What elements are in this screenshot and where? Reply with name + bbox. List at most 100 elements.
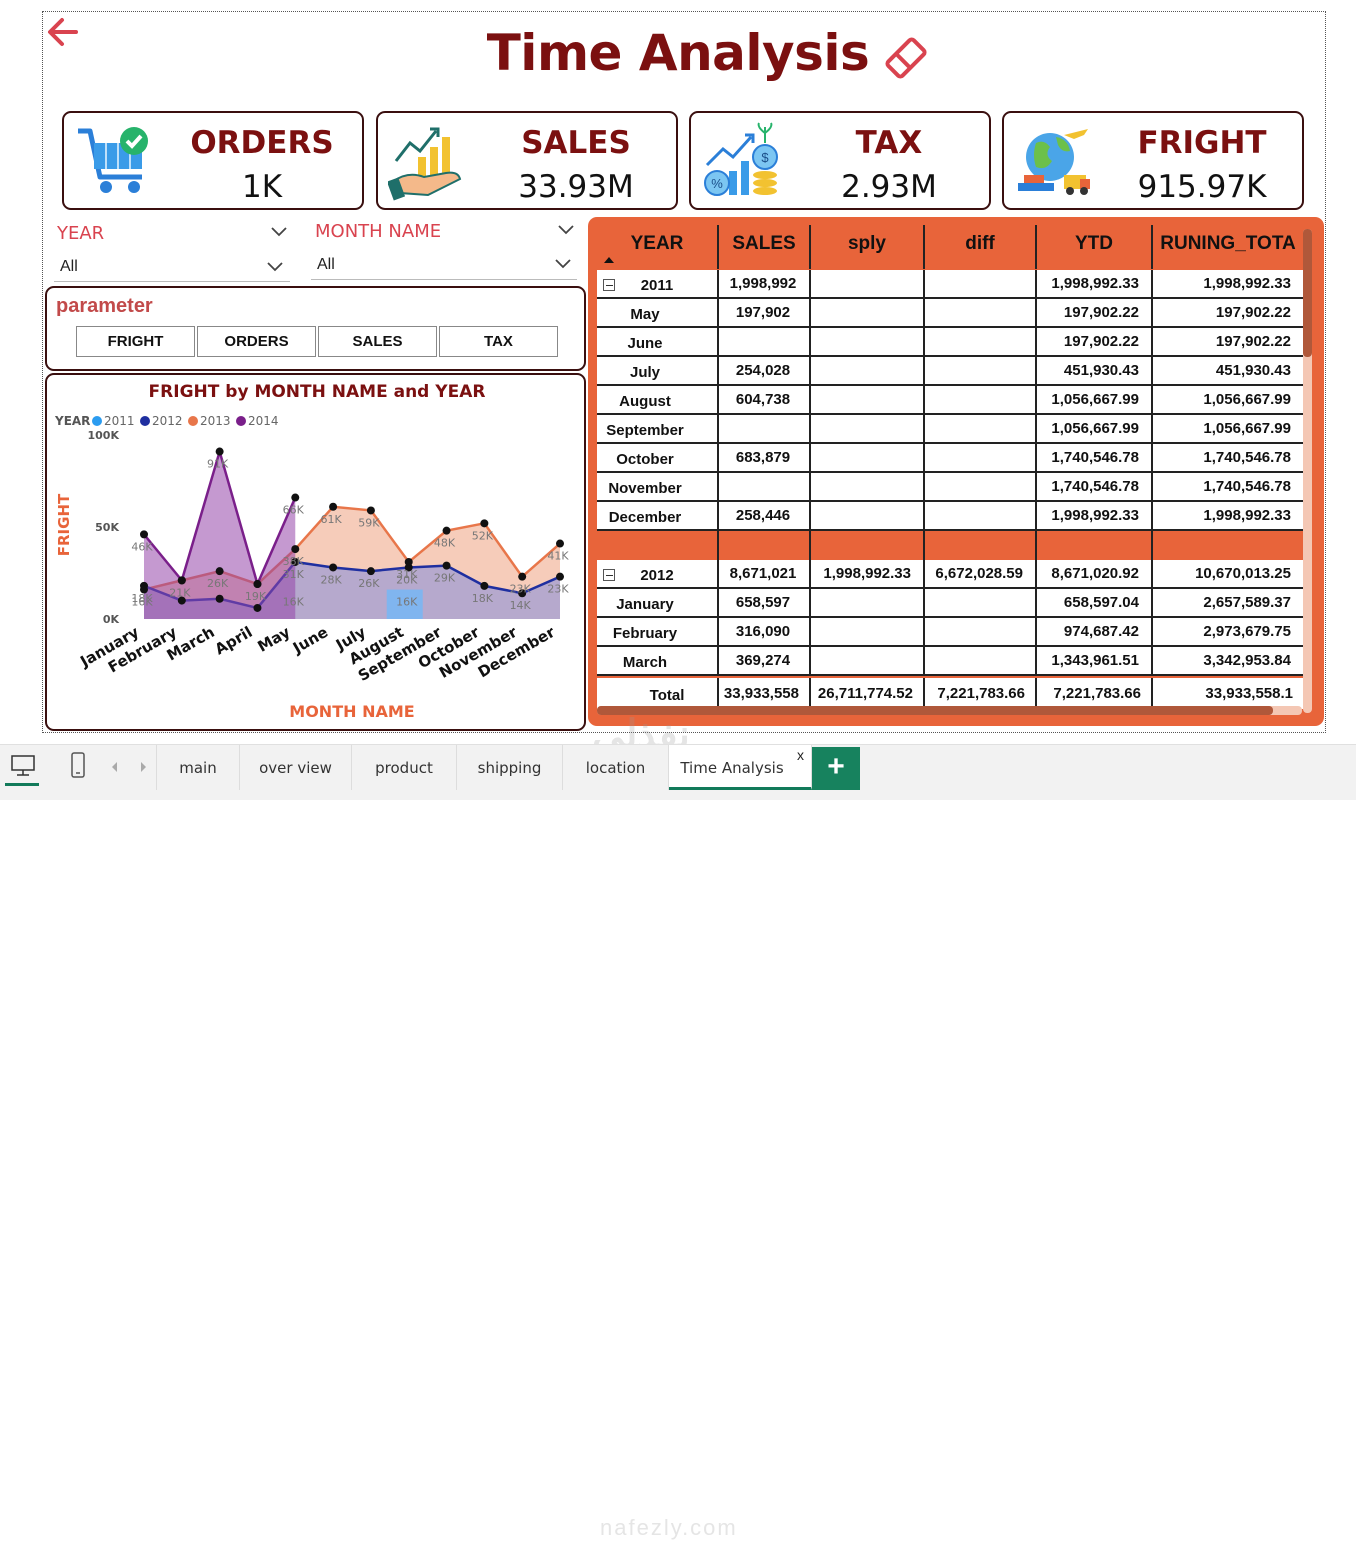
x-tick-label: June [289,623,331,658]
row-label[interactable]: 2012 [640,567,674,584]
parameter-button-sales[interactable]: SALES [318,326,437,357]
total-cell: 7,221,783.66 [1053,685,1141,702]
matrix-grid: YEAR SALES sply diff YTD RUNING_TOTA 2011 1,998… [597,225,1305,709]
row-label: August [619,393,671,410]
row-label: September [606,422,684,439]
data-point [518,572,527,581]
horizontal-scroll-thumb[interactable] [597,706,1273,715]
add-page-button[interactable]: + [812,747,860,790]
legend-swatch [92,416,102,426]
row-divider [597,355,1305,357]
close-tab-icon[interactable]: x [797,747,804,763]
row-divider [597,413,1305,415]
report-canvas [42,11,1326,733]
tab-location[interactable]: location [563,745,669,790]
chevron-down-icon[interactable] [270,226,288,238]
table-row [597,415,1305,442]
vertical-scroll-thumb[interactable] [1303,229,1312,357]
column-divider [809,647,811,676]
column-divider [1151,225,1153,269]
row-divider [597,326,1305,328]
parameter-button-orders[interactable]: ORDERS [197,326,316,357]
horizontal-scrollbar[interactable] [597,706,1302,715]
column-divider [1035,415,1037,444]
tab-shipping[interactable]: shipping [457,745,563,790]
total-label: Total [649,687,685,704]
x-tick-label: May [255,623,294,656]
column-divider [809,531,811,560]
column-header[interactable]: SALES [732,233,796,254]
data-label: 31K [283,568,305,581]
column-divider [809,444,811,473]
table-cell: 1,740,546.78 [1203,478,1291,495]
table-cell: 197,902 [735,304,791,321]
data-point [480,519,489,528]
year-slicer-label: YEAR [57,223,105,244]
data-point [518,589,527,598]
column-divider [1151,618,1153,647]
column-header[interactable]: diff [965,233,995,254]
data-label: 14K [510,599,532,612]
coins-growth-icon: % $ [704,122,778,196]
column-divider [809,386,811,415]
table-cell: 10,670,013.25 [1195,565,1291,582]
table-cell: 1,998,992.33 [1203,275,1291,292]
row-divider [597,529,1305,531]
column-divider [1151,386,1153,415]
column-header[interactable]: YTD [1075,233,1113,254]
y-tick-label: 100K [88,429,120,442]
column-divider [1035,299,1037,328]
tab-over-view[interactable]: over view [240,745,352,790]
data-label: 19K [245,590,267,603]
column-divider [1035,328,1037,357]
column-header[interactable]: YEAR [630,233,684,254]
column-divider [809,328,811,357]
tab-product[interactable]: product [352,745,457,790]
column-divider [1035,386,1037,415]
month-slicer-dropdown[interactable]: All [311,250,577,280]
scroll-left-icon[interactable] [110,761,120,773]
tab-time-analysis[interactable]: Time Analysis [669,745,812,790]
data-point [366,506,375,515]
data-label: 48K [434,537,456,550]
column-divider [717,502,719,531]
column-header[interactable]: RUNING_TOTA [1160,233,1296,254]
row-label[interactable]: 2011 [640,277,674,294]
column-divider [809,415,811,444]
scroll-right-icon[interactable] [138,761,148,773]
y-tick-label: 0K [103,613,120,626]
table-cell: 2,657,589.37 [1203,594,1291,611]
column-divider [1035,270,1037,299]
chevron-down-icon[interactable] [554,258,572,270]
vertical-scrollbar[interactable] [1303,229,1312,713]
table-row [597,270,1305,297]
back-arrow-icon[interactable] [46,14,82,50]
chevron-down-icon[interactable] [557,224,575,236]
fright-area-chart[interactable]: FRIGHT by MONTH NAME and YEAR YEAR 2011 201… [47,375,584,729]
tab-main[interactable]: main [156,745,240,790]
sort-ascending-icon[interactable] [604,257,614,263]
column-header[interactable]: sply [847,233,887,254]
table-cell: 1,998,992.33 [1051,507,1139,524]
data-label: 20K [396,573,418,586]
page-tab-bar: main over view product shipping location… [0,744,1356,1540]
data-label: 23K [547,583,569,596]
parameter-button-fright[interactable]: FRIGHT [76,326,195,357]
chevron-down-icon[interactable] [266,261,284,273]
eraser-icon[interactable] [882,36,930,80]
parameter-button-tax[interactable]: TAX [439,326,558,357]
column-divider [923,473,925,502]
mobile-view-icon[interactable] [70,751,86,779]
svg-text:$: $ [761,150,769,165]
column-divider [923,618,925,647]
data-label: 46K [131,540,153,553]
desktop-view-icon[interactable] [10,754,36,778]
column-divider [809,357,811,386]
year-slicer-dropdown[interactable]: All [54,252,290,282]
row-divider [597,384,1305,386]
column-divider [1035,473,1037,502]
column-divider [1035,589,1037,618]
area-2011-segment [386,589,423,619]
column-divider [809,678,811,709]
column-divider [717,531,719,560]
